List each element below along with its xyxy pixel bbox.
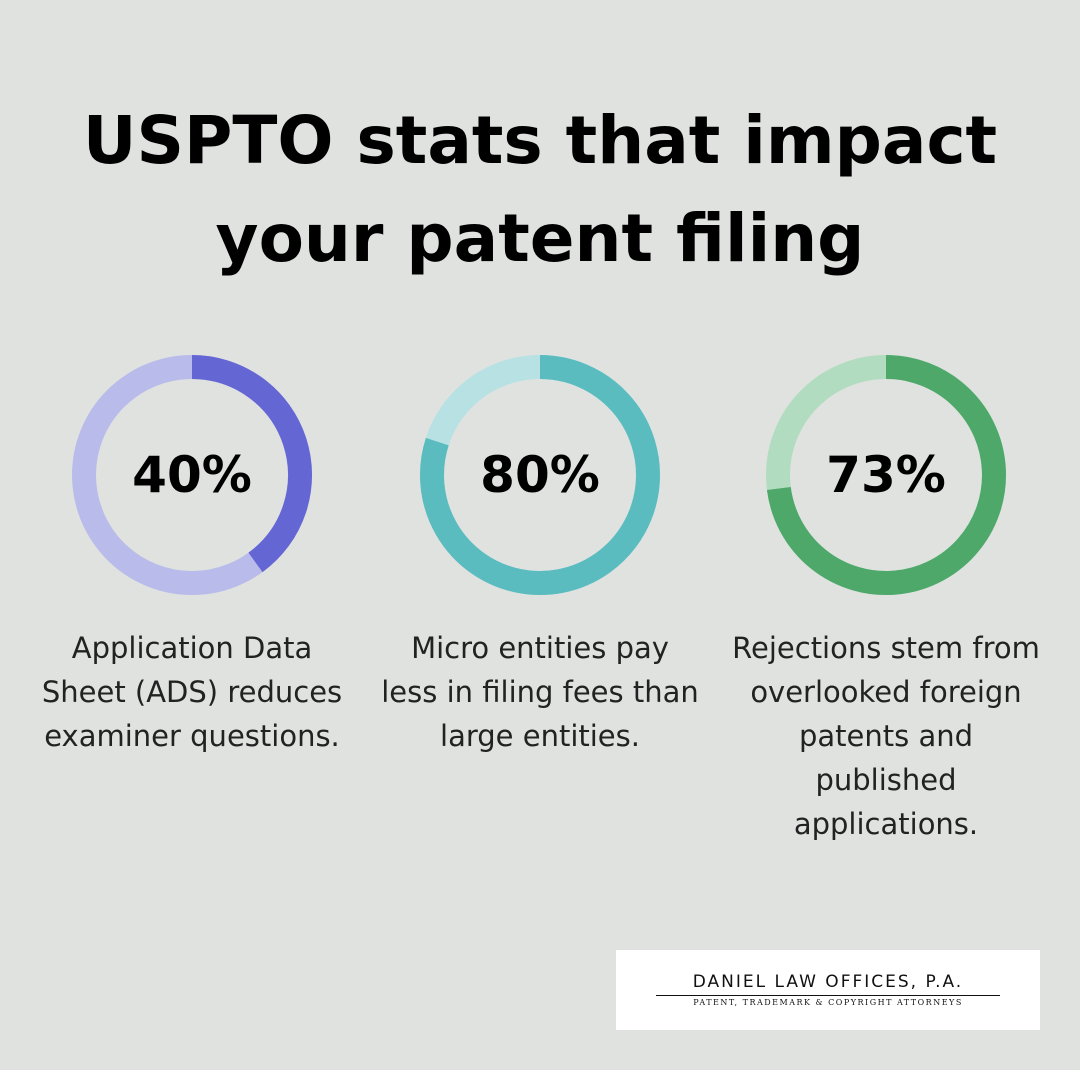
value-label: 80%: [480, 446, 600, 504]
caption-line: Rejections stem from: [732, 631, 1040, 665]
caption-line: applications.: [794, 807, 978, 841]
caption-line: large entities.: [440, 719, 640, 753]
caption-line: overlooked foreign: [750, 675, 1021, 709]
logo-tagline: PATENT, TRADEMARK & COPYRIGHT ATTORNEYS: [616, 998, 1040, 1007]
value-label: 40%: [132, 446, 252, 504]
value-label: 73%: [826, 446, 946, 504]
logo: DANIEL LAW OFFICES, P.A. PATENT, TRADEMA…: [616, 950, 1040, 1030]
caption-line: Micro entities pay: [411, 631, 669, 665]
caption-line: Sheet (ADS) reduces: [42, 675, 342, 709]
caption-line: patents and: [799, 719, 973, 753]
caption-line: published: [815, 763, 956, 797]
caption-line: Application Data: [72, 631, 313, 665]
caption-line: less in filing fees than: [381, 675, 699, 709]
logo-name: DANIEL LAW OFFICES, P.A.: [616, 972, 1040, 992]
logo-rule: [656, 995, 1000, 996]
caption-line: examiner questions.: [44, 719, 340, 753]
